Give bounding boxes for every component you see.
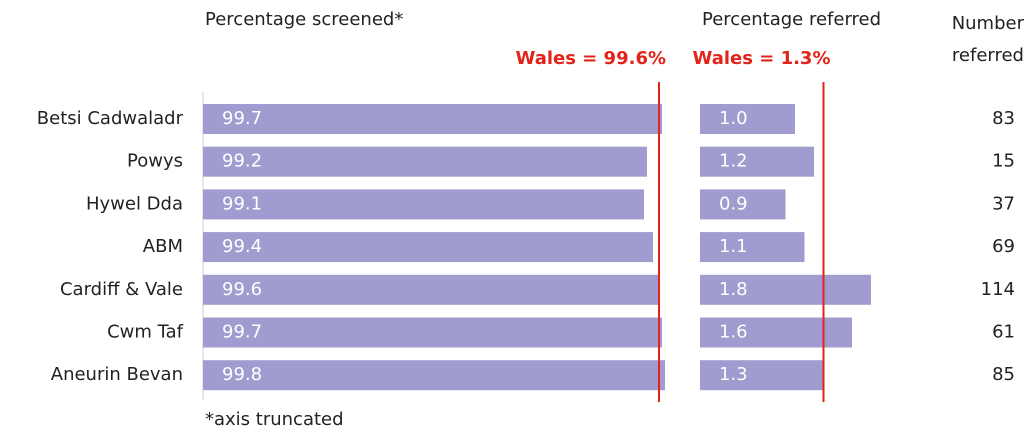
bar bbox=[203, 146, 647, 177]
value-label: 99.7 bbox=[222, 108, 262, 129]
value-label: 1.6 bbox=[719, 322, 748, 343]
category-label: Powys bbox=[127, 151, 183, 172]
value-label: 1.1 bbox=[719, 236, 748, 257]
value-label: 1.2 bbox=[719, 151, 748, 172]
number-referred: 83 bbox=[992, 108, 1015, 129]
bar bbox=[700, 104, 795, 134]
bar bbox=[203, 189, 644, 220]
number-referred: 69 bbox=[992, 236, 1015, 257]
value-label: 1.8 bbox=[719, 279, 748, 300]
bar bbox=[700, 274, 871, 305]
column-title: Number referred bbox=[951, 13, 1024, 66]
value-label: 99.4 bbox=[222, 236, 262, 257]
number-referred: 15 bbox=[992, 151, 1015, 172]
bar bbox=[203, 104, 662, 134]
category-label: Cwm Taf bbox=[107, 322, 184, 343]
value-label: 0.9 bbox=[719, 193, 748, 214]
value-label: 1.0 bbox=[719, 108, 748, 129]
panel-title: Percentage referred bbox=[702, 9, 881, 30]
bar bbox=[700, 146, 814, 177]
bar bbox=[700, 360, 824, 391]
bar bbox=[203, 317, 662, 348]
value-label: 99.2 bbox=[222, 151, 262, 172]
bar bbox=[203, 360, 665, 391]
bar bbox=[700, 232, 805, 263]
bar bbox=[203, 232, 653, 263]
category-label: ABM bbox=[143, 236, 183, 257]
bar bbox=[700, 317, 852, 348]
reference-label: Wales = 1.3% bbox=[693, 48, 831, 69]
footnote: *axis truncated bbox=[205, 409, 344, 430]
value-label: 99.7 bbox=[222, 322, 262, 343]
category-label: Betsi Cadwaladr bbox=[37, 108, 184, 129]
number-referred: 37 bbox=[992, 193, 1015, 214]
value-label: 99.6 bbox=[222, 279, 262, 300]
value-label: 99.1 bbox=[222, 193, 262, 214]
category-label: Hywel Dda bbox=[86, 193, 183, 214]
category-label: Aneurin Bevan bbox=[51, 364, 183, 385]
bar bbox=[203, 274, 659, 305]
panel-title: Percentage screened* bbox=[205, 9, 403, 30]
value-label: 99.8 bbox=[222, 364, 262, 385]
category-label: Cardiff & Vale bbox=[60, 279, 183, 300]
reference-label: Wales = 99.6% bbox=[515, 48, 666, 69]
bar bbox=[700, 189, 786, 220]
number-referred: 85 bbox=[992, 364, 1015, 385]
number-referred: 114 bbox=[981, 279, 1015, 300]
number-referred: 61 bbox=[992, 322, 1015, 343]
value-label: 1.3 bbox=[719, 364, 748, 385]
